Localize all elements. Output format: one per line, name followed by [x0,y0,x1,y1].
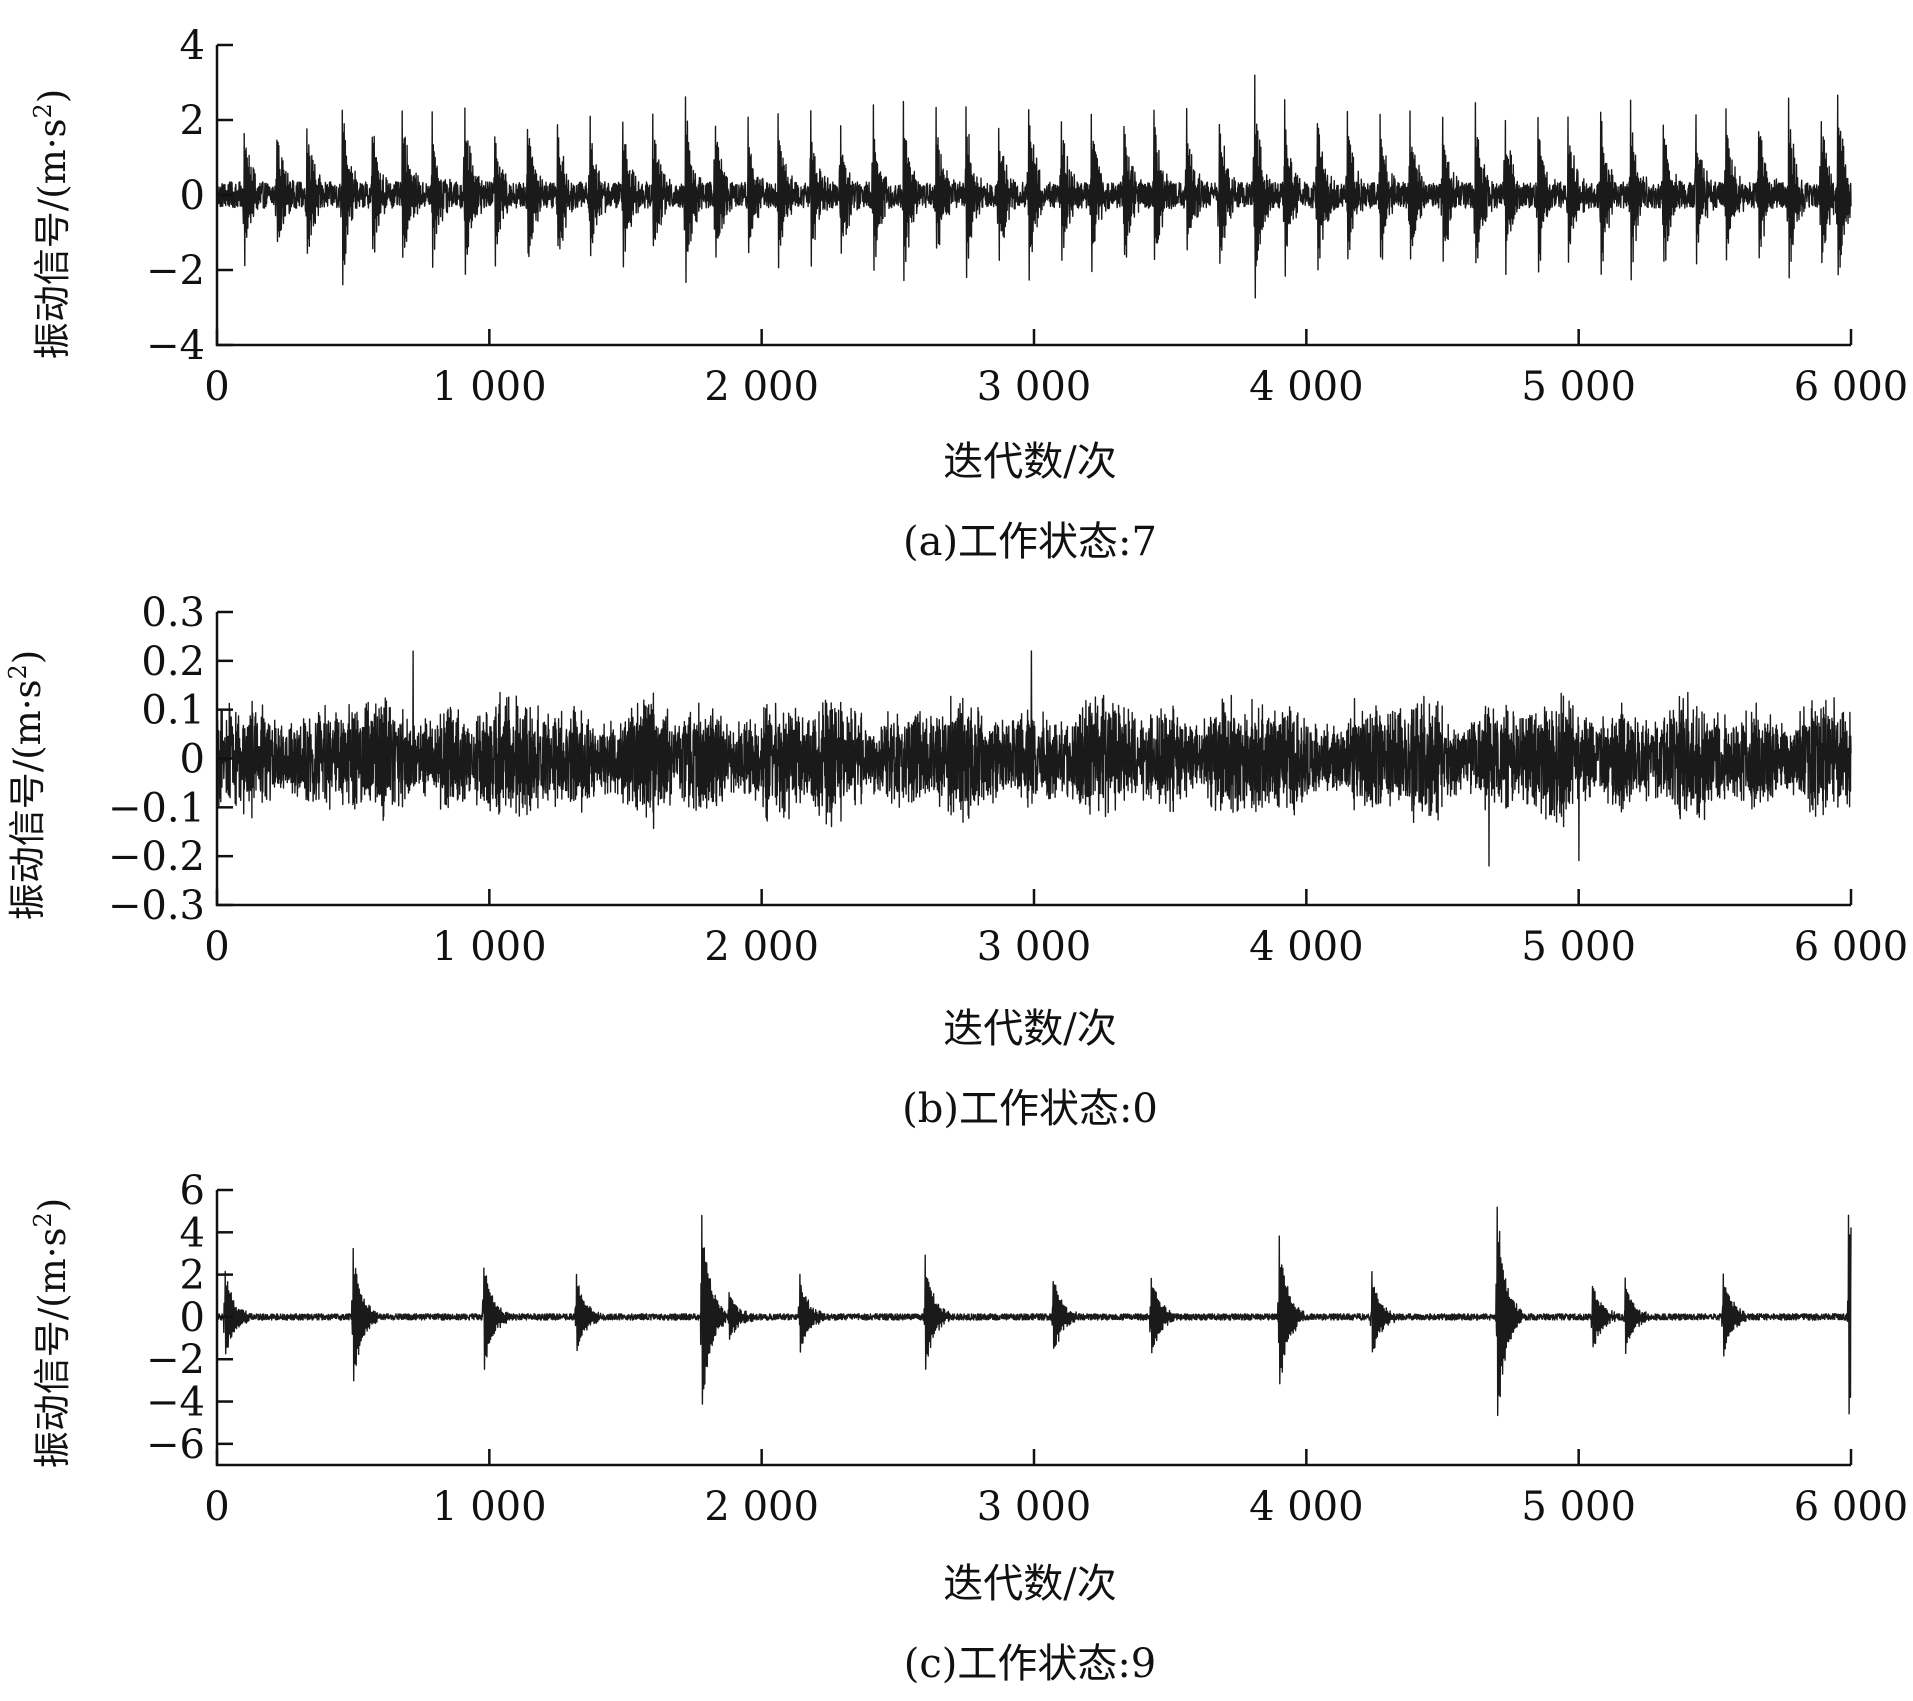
axes-frame [215,1190,1851,1467]
signal-line [216,650,1852,867]
panel-caption: (a)工作状态:7 [903,519,1157,565]
y-tick-label: −2 [146,1337,205,1383]
y-tick-label: −0.1 [108,785,205,831]
y-tick-label: 2 [180,98,205,144]
x-tick-label: 6 000 [1794,924,1909,970]
y-axis-title-sup: 2 [4,664,32,679]
y-axis-title-main: 振动信号/(m·s [31,1227,74,1468]
y-axis-title: 振动信号/(m·s2) [4,650,49,920]
x-tick-label: 4 000 [1249,1484,1364,1530]
y-axis-title-close: ) [31,1198,74,1212]
tick-group: 0 1 000 2 000 3 000 4 000 5 000 6 000 −0.3−0.2−… [108,590,1908,970]
x-tick-label: 3 000 [977,364,1092,410]
x-tick-label: 5 000 [1521,1484,1636,1530]
panel-a: 0 1 000 2 000 3 000 4 000 5 000 6 000 −4 −2 0 2 4 迭… [29,23,1908,565]
x-tick-label: 2 000 [704,364,819,410]
x-tick-label: 6 000 [1794,1484,1909,1530]
y-tick-label: −4 [146,323,205,369]
y-axis-title-main: 振动信号/(m·s [31,118,74,359]
y-tick-label: 0 [180,737,205,783]
x-axis-title: 迭代数/次 [943,1006,1116,1052]
x-tick-label: 5 000 [1521,924,1636,970]
x-tick-label: 0 [204,364,229,410]
y-tick-label: 0.3 [141,590,205,636]
y-tick-label: 4 [180,23,205,69]
x-tick-label: 1 000 [432,1484,547,1530]
y-tick-label: 0.1 [141,688,205,734]
y-axis-title-main: 振动信号/(m·s [6,679,49,920]
y-axis-title: 振动信号/(m·s2) [29,1198,74,1468]
x-tick-label: 3 000 [977,1484,1092,1530]
x-tick-label: 4 000 [1249,924,1364,970]
x-axis-title: 迭代数/次 [943,1561,1116,1607]
y-axis-title-sup: 2 [29,1212,57,1227]
x-tick-label: 4 000 [1249,364,1364,410]
x-tick-label: 1 000 [432,364,547,410]
y-tick-label: −0.2 [108,834,205,880]
x-tick-label: 2 000 [704,1484,819,1530]
axes-frame [215,612,1851,907]
y-tick-label: −0.3 [108,883,205,929]
y-axis-title-close: ) [6,650,49,664]
panel-caption: (b)工作状态:0 [902,1086,1158,1132]
y-tick-label: 4 [180,1210,205,1256]
y-tick-label: −4 [146,1380,205,1426]
x-tick-label: 3 000 [977,924,1092,970]
y-axis-title: 振动信号/(m·s2) [29,89,74,359]
y-tick-label: 0 [180,173,205,219]
y-tick-label: −2 [146,248,205,294]
x-tick-label: 1 000 [432,924,547,970]
signal-line [216,74,1852,299]
panel-b: 0 1 000 2 000 3 000 4 000 5 000 6 000 −0.3−0.2−… [4,590,1908,1132]
y-tick-label: −6 [146,1422,205,1468]
x-tick-label: 0 [204,1484,229,1530]
panel-caption: (c)工作状态:9 [904,1641,1157,1687]
x-axis-title: 迭代数/次 [943,439,1116,485]
signal-line [216,1206,1852,1417]
x-tick-label: 2 000 [704,924,819,970]
x-tick-label: 6 000 [1794,364,1909,410]
x-tick-label: 0 [204,924,229,970]
y-tick-label: 0 [180,1295,205,1341]
tick-group: 0 1 000 2 000 3 000 4 000 5 000 6 000 −4 −2 0 2 4 [146,23,1908,410]
x-tick-label: 5 000 [1521,364,1636,410]
y-tick-label: 0.2 [141,639,205,685]
y-tick-label: 2 [180,1253,205,1299]
y-tick-label: 6 [180,1168,205,1214]
y-axis-title-sup: 2 [29,103,57,118]
axes-frame [215,45,1851,347]
y-axis-title-close: ) [31,89,74,103]
